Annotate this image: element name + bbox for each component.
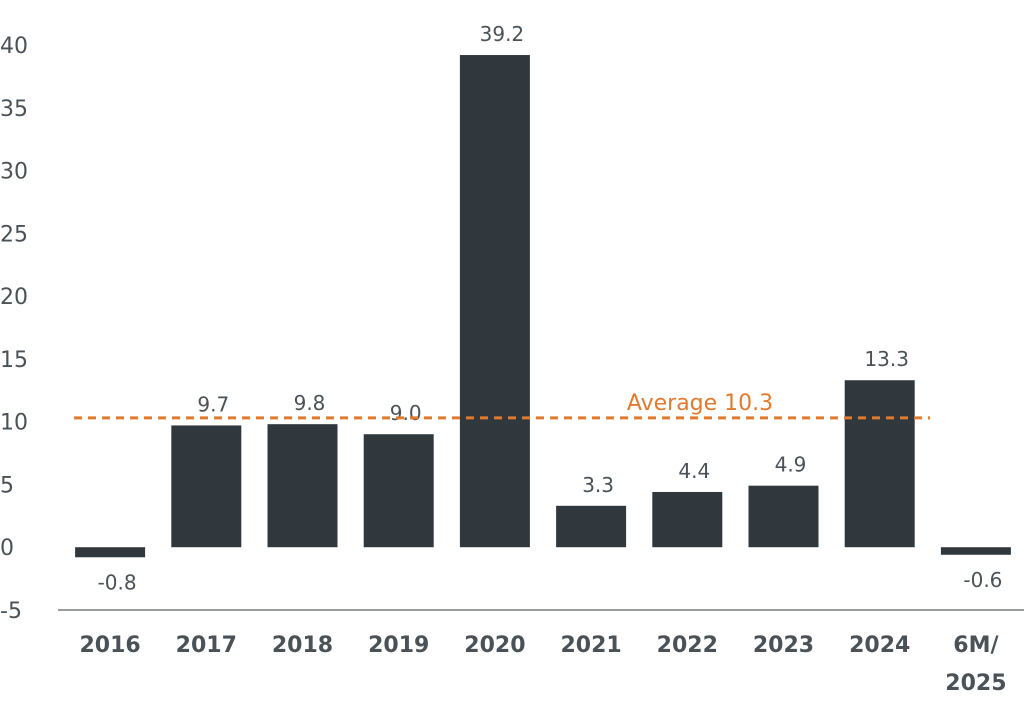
bar-value-label: 13.3 [864,347,909,371]
y-tick-label: 0 [0,536,14,561]
y-tick-label: 35 [0,97,28,122]
x-tick-label: 2016 [79,633,140,658]
average-label: Average 10.3 [627,391,773,416]
x-axis-ticks: 2016 2017 2018 2019 2020 2021 2022 2023 2024 6M/2… [79,633,1006,696]
bar-value-label: -0.8 [98,570,137,594]
y-tick-label: 25 [0,222,28,247]
bar-value-label: 9.7 [197,392,229,416]
bar-value-label: 4.9 [775,453,807,477]
bar [748,485,819,548]
bar-value-label: 4.4 [678,459,710,483]
bar [940,547,1011,555]
x-tick-label: 6M/2025 [945,633,1006,696]
bar [652,491,723,548]
bar [459,55,530,548]
bar-value-label: 39.2 [480,22,525,46]
x-tick-label: 2021 [560,633,621,658]
y-tick-label: 40 [0,34,28,59]
bar-value-label: 9.0 [390,401,422,425]
y-tick-label: 15 [0,348,28,373]
bar [556,505,627,548]
bar-value-label: 3.3 [582,473,614,497]
bar [844,380,915,548]
x-tick-label: 2023 [753,633,814,658]
y-tick-label: -5 [0,599,22,624]
bar-value-label: 9.8 [294,391,326,415]
y-tick-label: 20 [0,285,28,310]
x-tick-label: 2018 [272,633,333,658]
bars-group [75,55,1011,558]
y-tick-label: 10 [0,411,28,436]
x-tick-label: 2024 [849,633,910,658]
bar-value-label: -0.6 [963,568,1002,592]
bar [267,424,338,548]
x-tick-label: 2020 [464,633,525,658]
x-tick-label: 2022 [657,633,718,658]
y-tick-label: 5 [0,473,14,498]
bar [171,425,242,548]
bar [75,547,146,558]
bar [363,434,434,548]
value-labels-group: -0.8 9.7 9.8 9.0 39.2 3.3 4.4 4.9 13.3 -0.6 [98,22,1003,594]
y-axis-ticks: -5 0 5 10 15 20 25 30 35 40 [0,34,28,624]
y-tick-label: 30 [0,160,28,185]
x-tick-label: 2019 [368,633,429,658]
x-tick-label: 2017 [176,633,237,658]
